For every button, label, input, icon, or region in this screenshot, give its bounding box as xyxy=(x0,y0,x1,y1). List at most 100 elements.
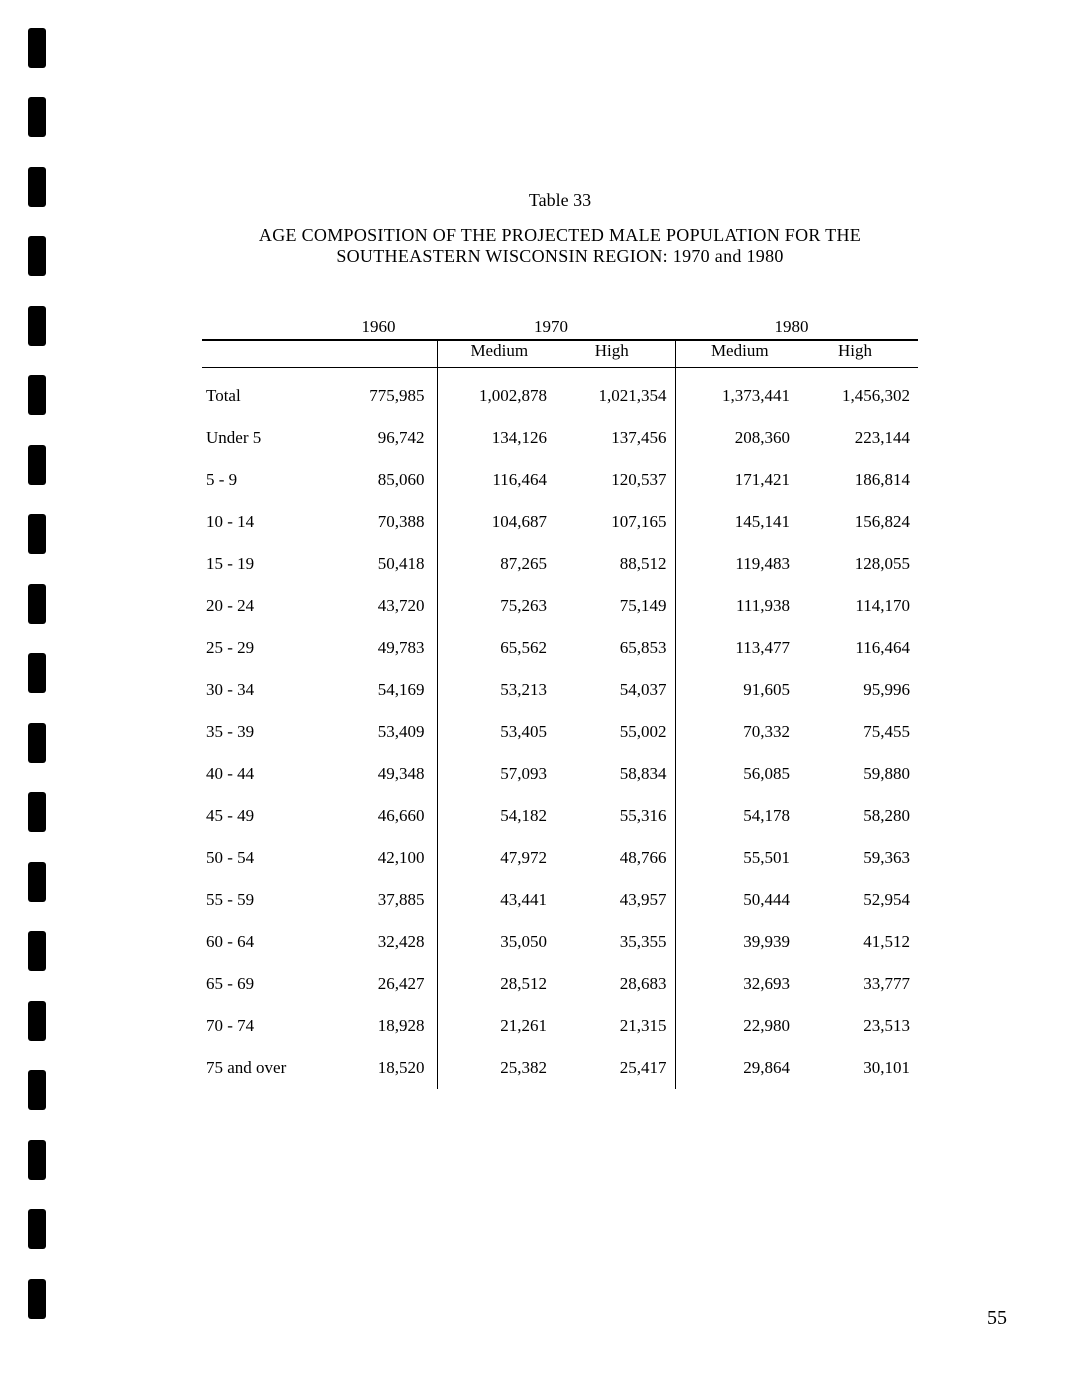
cell-1980-high: 41,512 xyxy=(800,921,918,963)
row-label: 50 - 54 xyxy=(202,837,332,879)
cell-1980-high: 30,101 xyxy=(800,1047,918,1089)
cell-1980-medium: 50,444 xyxy=(675,879,800,921)
page-number: 55 xyxy=(987,1307,1007,1330)
cell-1960: 37,885 xyxy=(332,879,437,921)
cell-1970-high: 65,853 xyxy=(557,627,675,669)
cell-1980-medium: 1,373,441 xyxy=(675,368,800,418)
cell-1970-medium: 21,261 xyxy=(437,1005,557,1047)
header-1980-medium: Medium xyxy=(675,340,800,368)
cell-1980-medium: 29,864 xyxy=(675,1047,800,1089)
table-number: Table 33 xyxy=(170,190,950,211)
cell-1970-medium: 87,265 xyxy=(437,543,557,585)
cell-1980-medium: 39,939 xyxy=(675,921,800,963)
row-label: 30 - 34 xyxy=(202,669,332,711)
row-label: 5 - 9 xyxy=(202,459,332,501)
cell-1980-medium: 70,332 xyxy=(675,711,800,753)
cell-1980-medium: 145,141 xyxy=(675,501,800,543)
cell-1980-medium: 208,360 xyxy=(675,417,800,459)
cell-1970-medium: 47,972 xyxy=(437,837,557,879)
cell-1980-medium: 91,605 xyxy=(675,669,800,711)
cell-1970-high: 21,315 xyxy=(557,1005,675,1047)
punch-hole xyxy=(28,97,46,137)
cell-1960: 42,100 xyxy=(332,837,437,879)
table-row: 65 - 6926,42728,51228,68332,69333,777 xyxy=(202,963,918,1005)
cell-1970-medium: 43,441 xyxy=(437,879,557,921)
cell-1970-high: 48,766 xyxy=(557,837,675,879)
table-row: 70 - 7418,92821,26121,31522,98023,513 xyxy=(202,1005,918,1047)
cell-1960: 46,660 xyxy=(332,795,437,837)
cell-1970-high: 55,002 xyxy=(557,711,675,753)
cell-1980-high: 116,464 xyxy=(800,627,918,669)
cell-1970-high: 55,316 xyxy=(557,795,675,837)
table-row: 35 - 3953,40953,40555,00270,33275,455 xyxy=(202,711,918,753)
row-label: 15 - 19 xyxy=(202,543,332,585)
cell-1970-high: 107,165 xyxy=(557,501,675,543)
row-label: 35 - 39 xyxy=(202,711,332,753)
cell-1970-medium: 53,213 xyxy=(437,669,557,711)
cell-1970-medium: 1,002,878 xyxy=(437,368,557,418)
row-label: 55 - 59 xyxy=(202,879,332,921)
cell-1970-medium: 104,687 xyxy=(437,501,557,543)
cell-1970-high: 1,021,354 xyxy=(557,368,675,418)
cell-1970-medium: 28,512 xyxy=(437,963,557,1005)
cell-1960: 70,388 xyxy=(332,501,437,543)
punch-hole-marks xyxy=(28,0,52,1380)
table-title-line-2: SOUTHEASTERN WISCONSIN REGION: 1970 and … xyxy=(170,246,950,267)
punch-hole xyxy=(28,792,46,832)
header-1980-high: High xyxy=(800,340,918,368)
table-row: 60 - 6432,42835,05035,35539,93941,512 xyxy=(202,921,918,963)
table-row: Total775,9851,002,8781,021,3541,373,4411… xyxy=(202,368,918,418)
cell-1970-medium: 75,263 xyxy=(437,585,557,627)
punch-hole xyxy=(28,236,46,276)
cell-1970-high: 25,417 xyxy=(557,1047,675,1089)
punch-hole xyxy=(28,1001,46,1041)
table-row: 10 - 1470,388104,687107,165145,141156,82… xyxy=(202,501,918,543)
cell-1960: 49,783 xyxy=(332,627,437,669)
cell-1980-high: 95,996 xyxy=(800,669,918,711)
cell-1970-medium: 54,182 xyxy=(437,795,557,837)
header-1970: 1970 xyxy=(437,317,675,340)
table-body: Total775,9851,002,8781,021,3541,373,4411… xyxy=(202,368,918,1090)
table-row: 30 - 3454,16953,21354,03791,60595,996 xyxy=(202,669,918,711)
cell-1960: 775,985 xyxy=(332,368,437,418)
cell-1960: 54,169 xyxy=(332,669,437,711)
table-row: Under 596,742134,126137,456208,360223,14… xyxy=(202,417,918,459)
table-row: 45 - 4946,66054,18255,31654,17858,280 xyxy=(202,795,918,837)
cell-1980-medium: 55,501 xyxy=(675,837,800,879)
header-1970-medium: Medium xyxy=(437,340,557,368)
cell-1970-medium: 53,405 xyxy=(437,711,557,753)
cell-1970-medium: 116,464 xyxy=(437,459,557,501)
cell-1960: 18,520 xyxy=(332,1047,437,1089)
cell-1980-high: 75,455 xyxy=(800,711,918,753)
punch-hole xyxy=(28,28,46,68)
cell-1980-high: 156,824 xyxy=(800,501,918,543)
cell-1970-high: 75,149 xyxy=(557,585,675,627)
cell-1980-medium: 54,178 xyxy=(675,795,800,837)
table-title-line-1: AGE COMPOSITION OF THE PROJECTED MALE PO… xyxy=(170,225,950,246)
punch-hole xyxy=(28,167,46,207)
cell-1980-medium: 22,980 xyxy=(675,1005,800,1047)
cell-1970-high: 43,957 xyxy=(557,879,675,921)
row-label: 75 and over xyxy=(202,1047,332,1089)
punch-hole xyxy=(28,375,46,415)
cell-1980-medium: 32,693 xyxy=(675,963,800,1005)
punch-hole xyxy=(28,1140,46,1180)
table-header: 1960 1970 1980 Medium High Medium High xyxy=(202,317,918,368)
punch-hole xyxy=(28,514,46,554)
row-label: 20 - 24 xyxy=(202,585,332,627)
cell-1980-high: 23,513 xyxy=(800,1005,918,1047)
punch-hole xyxy=(28,306,46,346)
cell-1970-medium: 25,382 xyxy=(437,1047,557,1089)
cell-1970-high: 88,512 xyxy=(557,543,675,585)
table-row: 5 - 985,060116,464120,537171,421186,814 xyxy=(202,459,918,501)
table-row: 15 - 1950,41887,26588,512119,483128,055 xyxy=(202,543,918,585)
table-row: 50 - 5442,10047,97248,76655,50159,363 xyxy=(202,837,918,879)
population-table: 1960 1970 1980 Medium High Medium High T… xyxy=(202,317,918,1089)
cell-1960: 53,409 xyxy=(332,711,437,753)
cell-1960: 50,418 xyxy=(332,543,437,585)
cell-1980-medium: 171,421 xyxy=(675,459,800,501)
punch-hole xyxy=(28,445,46,485)
cell-1980-high: 59,880 xyxy=(800,753,918,795)
header-1970-high: High xyxy=(557,340,675,368)
table-row: 75 and over18,52025,38225,41729,86430,10… xyxy=(202,1047,918,1089)
